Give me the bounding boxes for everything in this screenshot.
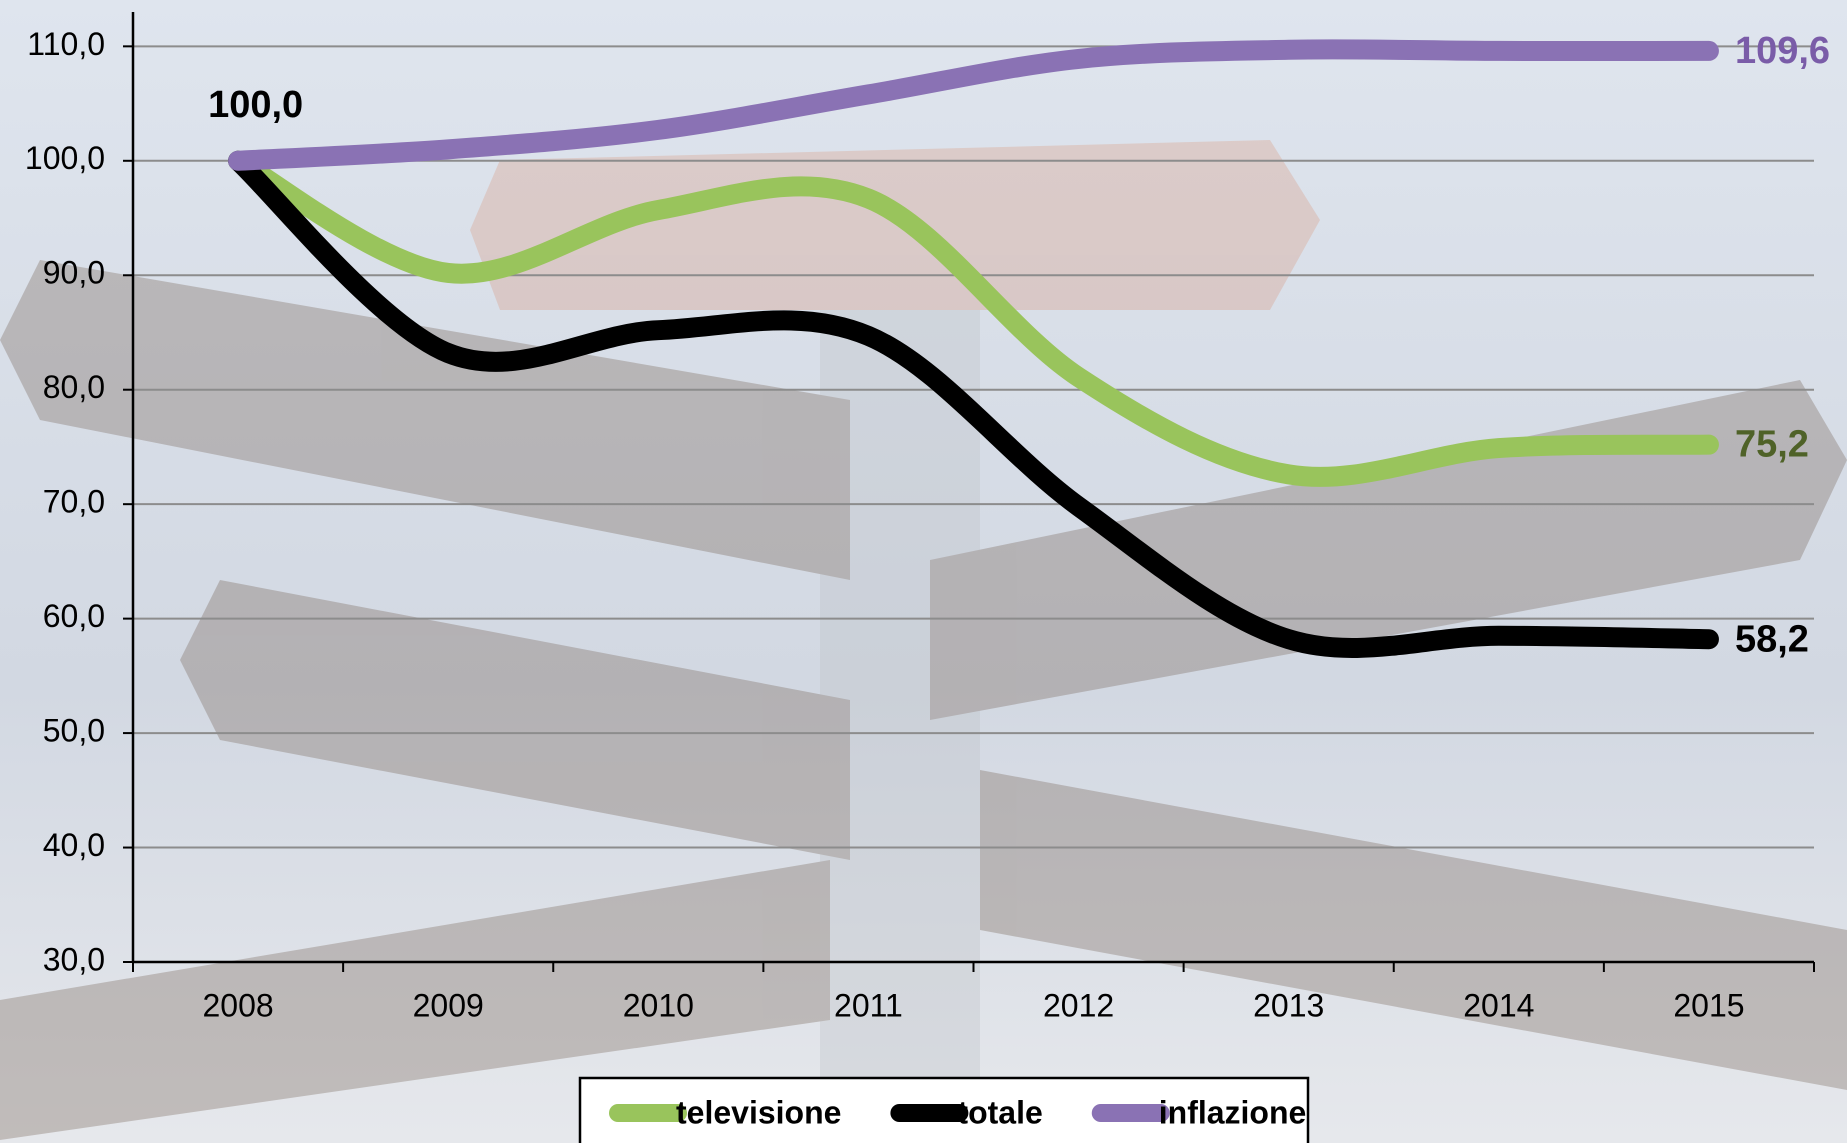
x-tick-label: 2010: [623, 987, 694, 1023]
legend-label: televisione: [676, 1094, 841, 1130]
value-label: 109,6: [1735, 30, 1830, 72]
y-tick-label: 50,0: [43, 713, 105, 749]
y-tick-label: 30,0: [43, 941, 105, 977]
y-tick-label: 90,0: [43, 255, 105, 291]
x-tick-label: 2008: [202, 987, 273, 1023]
y-tick-label: 110,0: [27, 26, 105, 62]
value-label: 58,2: [1735, 618, 1809, 660]
x-tick-label: 2012: [1043, 987, 1114, 1023]
x-tick-label: 2014: [1463, 987, 1534, 1023]
chart: 30,0 40,0 50,0 60,0 70,0 80,0 90,0 100,0 110,0 20…: [0, 0, 1847, 1143]
legend-label: totale: [957, 1094, 1042, 1130]
x-tick-label: 2009: [413, 987, 484, 1023]
legend: televisione totale inflazione: [580, 1078, 1308, 1143]
y-tick-label: 70,0: [43, 484, 105, 520]
value-label: 100,0: [208, 84, 303, 126]
y-tick-label: 100,0: [25, 140, 105, 176]
x-tick-label: 2015: [1673, 987, 1744, 1023]
y-tick-label: 80,0: [43, 369, 105, 405]
y-tick-label: 60,0: [43, 598, 105, 634]
x-tick-label: 2011: [834, 987, 903, 1023]
legend-label: inflazione: [1159, 1094, 1307, 1130]
y-tick-label: 40,0: [43, 827, 105, 863]
value-label: 75,2: [1735, 424, 1809, 466]
x-tick-label: 2013: [1253, 987, 1324, 1023]
